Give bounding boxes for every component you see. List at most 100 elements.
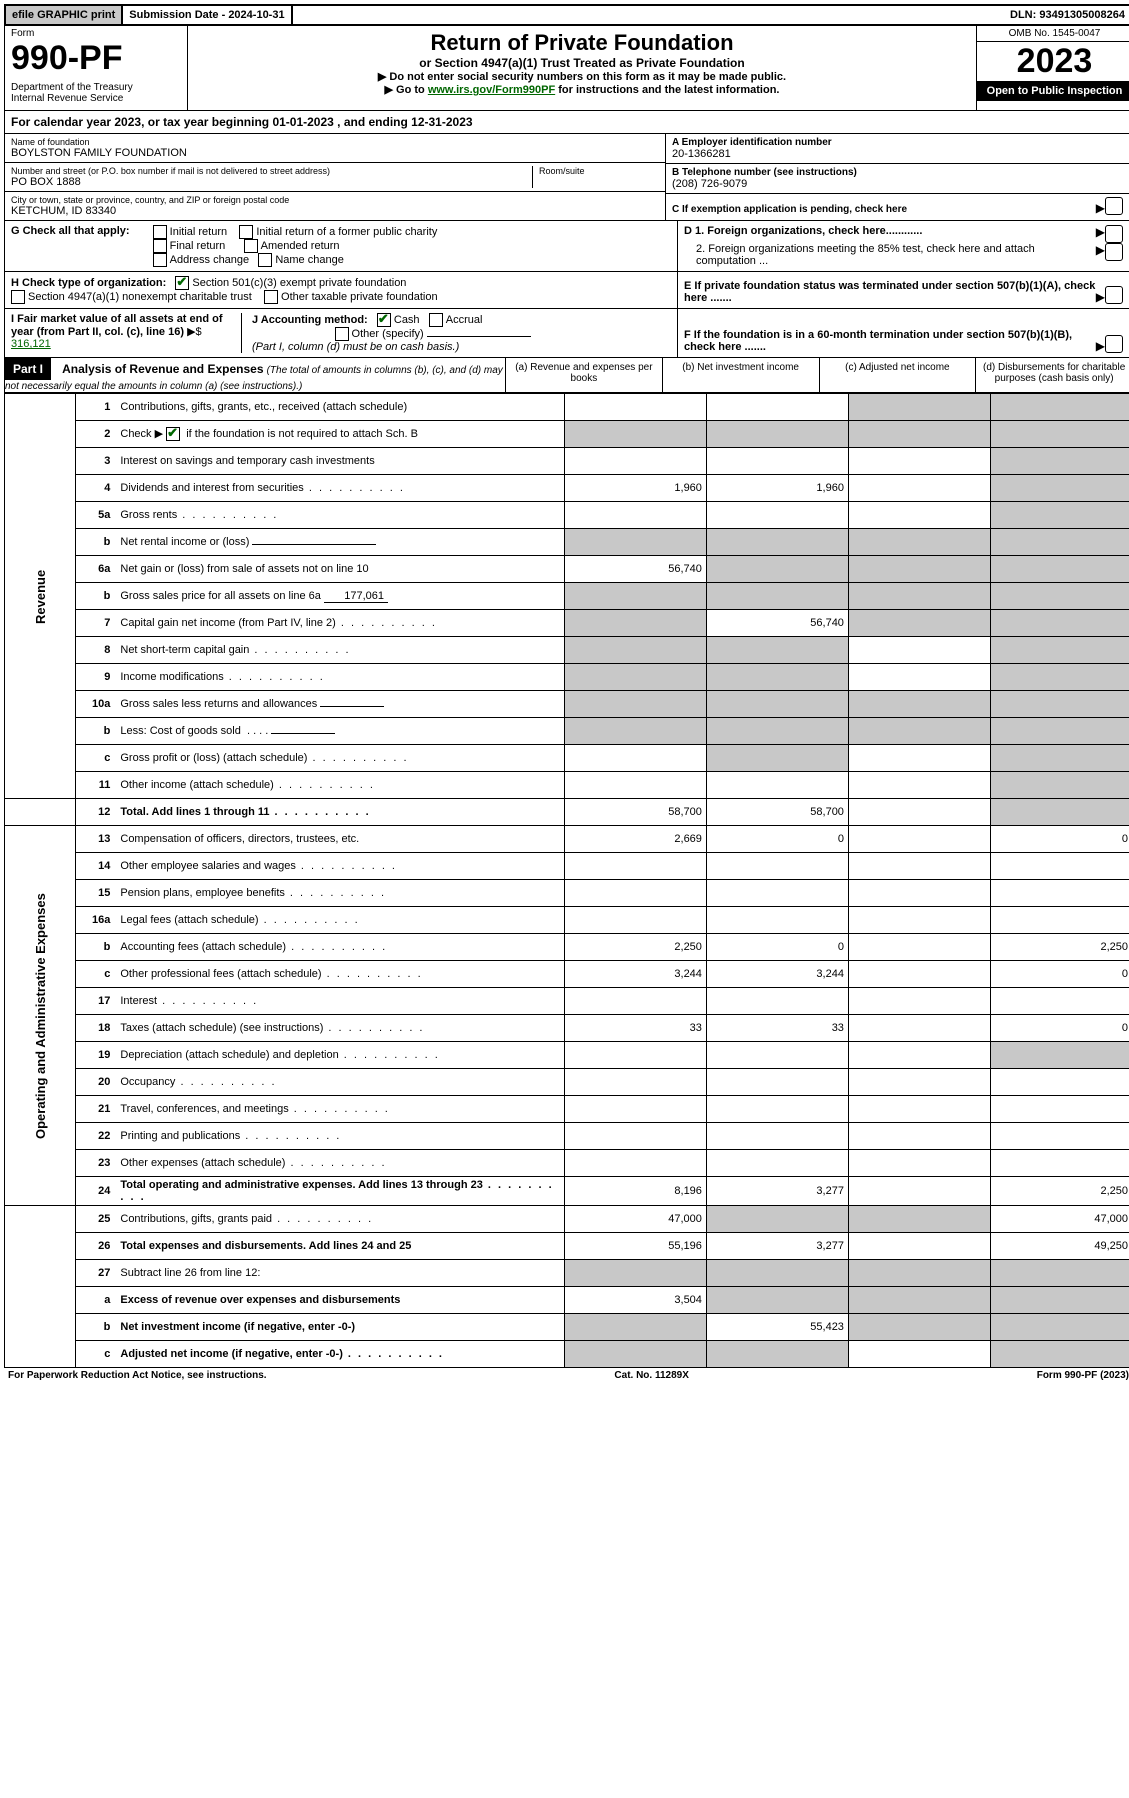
line-num: 4 bbox=[75, 475, 116, 502]
tax-year: 2023 bbox=[977, 42, 1129, 81]
line-num: 14 bbox=[75, 853, 116, 880]
line-num: 18 bbox=[75, 1015, 116, 1042]
501c3-checkbox[interactable] bbox=[175, 276, 189, 290]
form990pf-link[interactable]: www.irs.gov/Form990PF bbox=[428, 84, 555, 96]
line-desc: Gross rents bbox=[116, 502, 564, 529]
d2-label: 2. Foreign organizations meeting the 85%… bbox=[684, 243, 1096, 267]
room-label: Room/suite bbox=[539, 166, 659, 176]
e-checkbox[interactable] bbox=[1105, 286, 1123, 304]
line-desc: Gross sales less returns and allowances bbox=[116, 691, 564, 718]
final-return-checkbox[interactable] bbox=[153, 239, 167, 253]
address: PO BOX 1888 bbox=[11, 176, 532, 188]
d1-label: D 1. Foreign organizations, check here..… bbox=[684, 225, 1096, 243]
cell-value: 3,244 bbox=[564, 961, 706, 988]
line-desc: Net investment income (if negative, ente… bbox=[116, 1314, 564, 1341]
exemption-pending-checkbox[interactable] bbox=[1105, 197, 1123, 215]
initial-former-checkbox[interactable] bbox=[239, 225, 253, 239]
cell-value: 55,423 bbox=[706, 1314, 848, 1341]
4947a1-label: Section 4947(a)(1) nonexempt charitable … bbox=[28, 291, 252, 303]
entity-info: Name of foundation BOYLSTON FAMILY FOUND… bbox=[4, 134, 1129, 221]
line-num: 20 bbox=[75, 1069, 116, 1096]
line-desc: Other income (attach schedule) bbox=[116, 772, 564, 799]
col-c-head: (c) Adjusted net income bbox=[819, 358, 976, 392]
line-num: 21 bbox=[75, 1096, 116, 1123]
g-label: G Check all that apply: bbox=[11, 225, 130, 237]
line-num: 11 bbox=[75, 772, 116, 799]
line-desc: Adjusted net income (if negative, enter … bbox=[116, 1341, 564, 1368]
line-desc: Net rental income or (loss) bbox=[116, 529, 564, 556]
name-change-checkbox[interactable] bbox=[258, 253, 272, 267]
line-num: 26 bbox=[75, 1233, 116, 1260]
line-num: 16a bbox=[75, 907, 116, 934]
foundation-name-label: Name of foundation bbox=[11, 137, 659, 147]
col-d-head: (d) Disbursements for charitable purpose… bbox=[975, 358, 1129, 392]
line-num: a bbox=[75, 1287, 116, 1314]
address-change-label: Address change bbox=[170, 254, 250, 266]
efile-print-button[interactable]: efile GRAPHIC print bbox=[6, 6, 123, 24]
line-num: 17 bbox=[75, 988, 116, 1015]
line-desc: Net gain or (loss) from sale of assets n… bbox=[116, 556, 564, 583]
submission-date: Submission Date - 2024-10-31 bbox=[123, 6, 292, 24]
cell-value: 0 bbox=[706, 826, 848, 853]
cell-value: 0 bbox=[706, 934, 848, 961]
line-num: 5a bbox=[75, 502, 116, 529]
form-title: Return of Private Foundation bbox=[198, 30, 966, 56]
cell-value: 3,277 bbox=[706, 1233, 848, 1260]
f-checkbox[interactable] bbox=[1105, 335, 1123, 353]
line-desc: Income modifications bbox=[116, 664, 564, 691]
501c3-label: Section 501(c)(3) exempt private foundat… bbox=[192, 277, 406, 289]
part1-badge: Part I bbox=[5, 358, 51, 380]
line-num: c bbox=[75, 961, 116, 988]
cell-value: 55,196 bbox=[564, 1233, 706, 1260]
part1-title: Analysis of Revenue and Expenses bbox=[62, 362, 263, 376]
e-label: E If private foundation status was termi… bbox=[684, 280, 1096, 304]
line-num: b bbox=[75, 718, 116, 745]
4947a1-checkbox[interactable] bbox=[11, 290, 25, 304]
cash-checkbox[interactable] bbox=[377, 313, 391, 327]
other-method-checkbox[interactable] bbox=[335, 327, 349, 341]
d2-checkbox[interactable] bbox=[1105, 243, 1123, 261]
line-num: 10a bbox=[75, 691, 116, 718]
j-note: (Part I, column (d) must be on cash basi… bbox=[252, 341, 671, 353]
accrual-checkbox[interactable] bbox=[429, 313, 443, 327]
form-label: Form bbox=[11, 28, 181, 39]
line-desc: Accounting fees (attach schedule) bbox=[116, 934, 564, 961]
cell-value: 58,700 bbox=[706, 799, 848, 826]
line-num: b bbox=[75, 583, 116, 610]
f-label: F If the foundation is in a 60-month ter… bbox=[684, 329, 1096, 353]
cell-value: 56,740 bbox=[706, 610, 848, 637]
paperwork-notice: For Paperwork Reduction Act Notice, see … bbox=[8, 1370, 267, 1381]
other-taxable-checkbox[interactable] bbox=[264, 290, 278, 304]
part1-table: Revenue 1Contributions, gifts, grants, e… bbox=[4, 393, 1129, 1368]
form-subtitle: or Section 4947(a)(1) Trust Treated as P… bbox=[198, 56, 966, 70]
foundation-name: BOYLSTON FAMILY FOUNDATION bbox=[11, 147, 659, 159]
line-desc: Pension plans, employee benefits bbox=[116, 880, 564, 907]
line-num: c bbox=[75, 1341, 116, 1368]
d1-checkbox[interactable] bbox=[1105, 225, 1123, 243]
other-method-label: Other (specify) bbox=[352, 328, 424, 340]
initial-return-label: Initial return bbox=[170, 226, 227, 238]
schb-checkbox[interactable] bbox=[166, 427, 180, 441]
line-num: 19 bbox=[75, 1042, 116, 1069]
initial-return-checkbox[interactable] bbox=[153, 225, 167, 239]
section-g-d: G Check all that apply: Initial return I… bbox=[4, 221, 1129, 272]
line-desc: Gross sales price for all assets on line… bbox=[116, 583, 564, 610]
address-change-checkbox[interactable] bbox=[153, 253, 167, 267]
section-h-e: H Check type of organization: Section 50… bbox=[4, 272, 1129, 309]
final-return-label: Final return bbox=[170, 240, 226, 252]
line-num: 25 bbox=[75, 1206, 116, 1233]
line-num: 3 bbox=[75, 448, 116, 475]
cell-value: 2,250 bbox=[564, 934, 706, 961]
line-desc: Net short-term capital gain bbox=[116, 637, 564, 664]
top-bar: efile GRAPHIC print Submission Date - 20… bbox=[4, 4, 1129, 26]
cell-value: 2,250 bbox=[990, 1177, 1129, 1206]
col-b-head: (b) Net investment income bbox=[662, 358, 819, 392]
other-taxable-label: Other taxable private foundation bbox=[281, 291, 438, 303]
line-num: 1 bbox=[75, 394, 116, 421]
line-desc: Compensation of officers, directors, tru… bbox=[116, 826, 564, 853]
amended-return-label: Amended return bbox=[261, 240, 340, 252]
amended-return-checkbox[interactable] bbox=[244, 239, 258, 253]
line-num: b bbox=[75, 934, 116, 961]
line-num: b bbox=[75, 529, 116, 556]
line-num: 7 bbox=[75, 610, 116, 637]
